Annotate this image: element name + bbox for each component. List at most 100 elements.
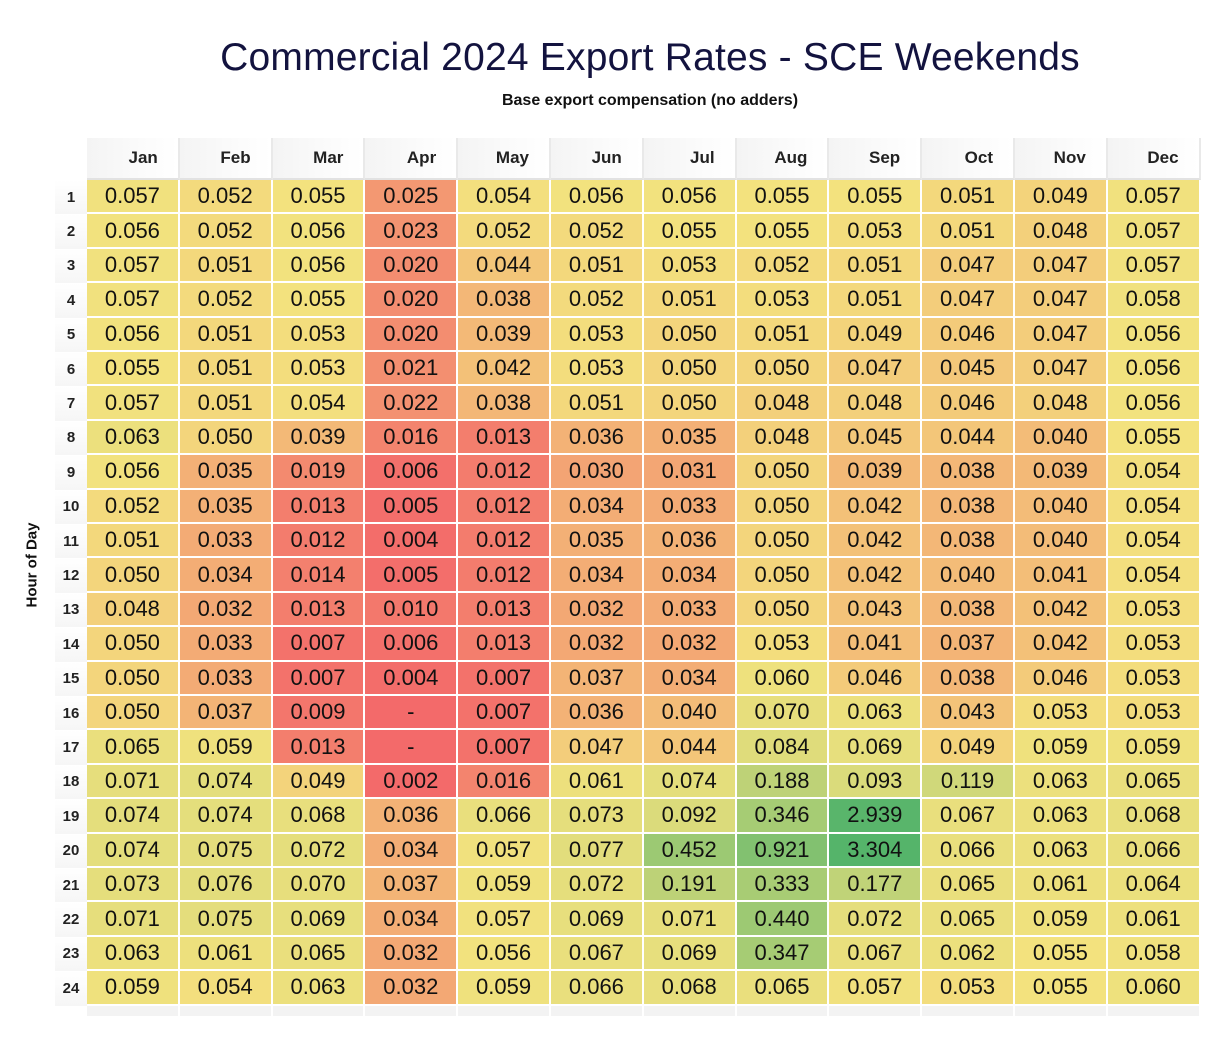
cell-may-hour-12: 0.012 xyxy=(458,558,551,593)
column-header-nov: Nov xyxy=(1015,138,1108,180)
grid-bottom-fade xyxy=(87,1005,180,1016)
cell-nov-hour-22: 0.059 xyxy=(1015,902,1108,937)
grid-bottom-fade xyxy=(829,1005,923,1016)
cell-dec-hour-5: 0.056 xyxy=(1107,317,1201,352)
cell-aug-hour-13: 0.050 xyxy=(736,592,830,628)
cell-sep-hour-10: 0.042 xyxy=(829,489,923,524)
cell-feb-hour-14: 0.033 xyxy=(179,627,273,662)
column-header-sep: Sep xyxy=(829,138,923,180)
cell-aug-hour-1: 0.055 xyxy=(736,180,830,215)
cell-apr-hour-8: 0.016 xyxy=(365,420,459,456)
cell-jan-hour-10: 0.052 xyxy=(87,489,180,524)
cell-nov-hour-4: 0.047 xyxy=(1015,283,1108,318)
cell-dec-hour-17: 0.059 xyxy=(1107,730,1201,765)
cell-dec-hour-16: 0.053 xyxy=(1107,696,1201,731)
cell-jan-hour-20: 0.074 xyxy=(87,833,180,868)
cell-may-hour-11: 0.012 xyxy=(458,524,551,559)
cell-mar-hour-19: 0.068 xyxy=(272,799,366,834)
cell-apr-hour-20: 0.034 xyxy=(365,833,459,868)
cell-apr-hour-11: 0.004 xyxy=(365,524,459,559)
chart-title: Commercial 2024 Export Rates - SCE Weeke… xyxy=(220,36,1080,79)
row-header-18: 18 xyxy=(55,764,87,800)
cell-jan-hour-16: 0.050 xyxy=(87,696,180,731)
cell-jul-hour-1: 0.056 xyxy=(643,180,737,215)
cell-apr-hour-4: 0.020 xyxy=(365,283,459,318)
cell-jun-hour-10: 0.034 xyxy=(551,489,644,524)
cell-dec-hour-15: 0.053 xyxy=(1107,661,1201,696)
cell-jul-hour-15: 0.034 xyxy=(643,661,737,696)
cell-oct-hour-21: 0.065 xyxy=(922,868,1015,903)
row-header-9: 9 xyxy=(55,455,87,490)
cell-sep-hour-19: 2.939 xyxy=(829,799,923,834)
cell-sep-hour-12: 0.042 xyxy=(829,558,923,593)
cell-nov-hour-17: 0.059 xyxy=(1015,730,1108,765)
cell-jun-hour-2: 0.052 xyxy=(551,214,644,249)
cell-jun-hour-7: 0.051 xyxy=(551,386,644,421)
cell-jan-hour-5: 0.056 xyxy=(87,317,180,352)
cell-jul-hour-8: 0.035 xyxy=(643,420,737,456)
cell-apr-hour-14: 0.006 xyxy=(365,627,459,662)
cell-sep-hour-4: 0.051 xyxy=(829,283,923,318)
cell-oct-hour-5: 0.046 xyxy=(922,317,1015,352)
cell-feb-hour-23: 0.061 xyxy=(179,936,273,972)
cell-aug-hour-15: 0.060 xyxy=(736,661,830,696)
cell-may-hour-23: 0.056 xyxy=(458,936,551,972)
grid-bottom-fade xyxy=(1107,1005,1201,1016)
cell-feb-hour-22: 0.075 xyxy=(179,902,273,937)
cell-may-hour-24: 0.059 xyxy=(458,971,551,1006)
cell-jun-hour-9: 0.030 xyxy=(551,455,644,490)
cell-oct-hour-23: 0.062 xyxy=(922,936,1015,972)
cell-jul-hour-13: 0.033 xyxy=(643,592,737,628)
cell-sep-hour-15: 0.046 xyxy=(829,661,923,696)
cell-aug-hour-17: 0.084 xyxy=(736,730,830,765)
cell-oct-hour-22: 0.065 xyxy=(922,902,1015,937)
cell-dec-hour-1: 0.057 xyxy=(1107,180,1201,215)
grid-bottom-fade xyxy=(458,1005,551,1016)
cell-feb-hour-16: 0.037 xyxy=(179,696,273,731)
cell-may-hour-15: 0.007 xyxy=(458,661,551,696)
cell-jun-hour-18: 0.061 xyxy=(551,764,644,800)
cell-jul-hour-24: 0.068 xyxy=(643,971,737,1006)
cell-jun-hour-3: 0.051 xyxy=(551,248,644,284)
cell-may-hour-10: 0.012 xyxy=(458,489,551,524)
cell-feb-hour-6: 0.051 xyxy=(179,352,273,387)
cell-sep-hour-11: 0.042 xyxy=(829,524,923,559)
cell-apr-hour-24: 0.032 xyxy=(365,971,459,1006)
cell-apr-hour-5: 0.020 xyxy=(365,317,459,352)
cell-may-hour-1: 0.054 xyxy=(458,180,551,215)
cell-nov-hour-2: 0.048 xyxy=(1015,214,1108,249)
cell-dec-hour-14: 0.053 xyxy=(1107,627,1201,662)
cell-may-hour-22: 0.057 xyxy=(458,902,551,937)
row-header-21: 21 xyxy=(55,868,87,903)
cell-sep-hour-17: 0.069 xyxy=(829,730,923,765)
grid-bottom-fade xyxy=(1015,1005,1108,1016)
cell-feb-hour-19: 0.074 xyxy=(179,799,273,834)
cell-dec-hour-21: 0.064 xyxy=(1107,868,1201,903)
cell-apr-hour-6: 0.021 xyxy=(365,352,459,387)
cell-apr-hour-3: 0.020 xyxy=(365,248,459,284)
cell-nov-hour-21: 0.061 xyxy=(1015,868,1108,903)
cell-dec-hour-11: 0.054 xyxy=(1107,524,1201,559)
cell-aug-hour-19: 0.346 xyxy=(736,799,830,834)
cell-dec-hour-23: 0.058 xyxy=(1107,936,1201,972)
cell-jan-hour-22: 0.071 xyxy=(87,902,180,937)
cell-jun-hour-11: 0.035 xyxy=(551,524,644,559)
cell-may-hour-2: 0.052 xyxy=(458,214,551,249)
cell-nov-hour-6: 0.047 xyxy=(1015,352,1108,387)
cell-nov-hour-16: 0.053 xyxy=(1015,696,1108,731)
cell-jun-hour-23: 0.067 xyxy=(551,936,644,972)
cell-aug-hour-12: 0.050 xyxy=(736,558,830,593)
cell-aug-hour-5: 0.051 xyxy=(736,317,830,352)
cell-jul-hour-10: 0.033 xyxy=(643,489,737,524)
cell-mar-hour-17: 0.013 xyxy=(272,730,366,765)
row-header-3: 3 xyxy=(55,248,87,284)
cell-oct-hour-15: 0.038 xyxy=(922,661,1015,696)
chart-subtitle: Base export compensation (no adders) xyxy=(501,92,799,109)
cell-nov-hour-18: 0.063 xyxy=(1015,764,1108,800)
cell-sep-hour-14: 0.041 xyxy=(829,627,923,662)
cell-mar-hour-5: 0.053 xyxy=(272,317,366,352)
cell-jul-hour-17: 0.044 xyxy=(643,730,737,765)
cell-apr-hour-18: 0.002 xyxy=(365,764,459,800)
cell-mar-hour-9: 0.019 xyxy=(272,455,366,490)
cell-aug-hour-22: 0.440 xyxy=(736,902,830,937)
